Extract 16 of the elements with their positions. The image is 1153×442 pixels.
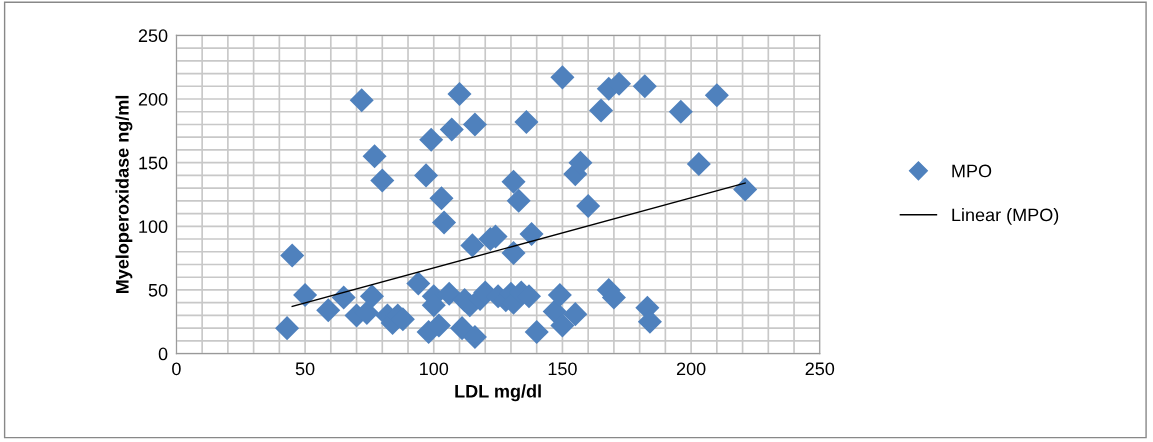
y-axis-title: Myeloperoxidase ng/ml — [115, 95, 133, 294]
legend-label: Linear (MPO) — [952, 208, 1059, 225]
y-tick-label: 250 — [138, 29, 168, 43]
y-tick-label: 200 — [138, 92, 168, 106]
x-tick-label: 50 — [295, 362, 315, 376]
x-tick-label: 200 — [676, 362, 706, 376]
y-tick-label: 0 — [158, 347, 168, 361]
y-tick-label: 50 — [148, 283, 168, 297]
y-tick-label: 150 — [139, 156, 168, 170]
legend-label: MPO — [952, 164, 992, 178]
y-tick-label: 100 — [139, 220, 168, 234]
x-tick-label: 150 — [548, 362, 577, 376]
x-tick-label: 100 — [420, 362, 449, 376]
x-tick-label: 0 — [172, 362, 181, 376]
x-tick-label: 250 — [805, 362, 835, 376]
x-axis-title: LDL mg/dl — [455, 384, 541, 402]
